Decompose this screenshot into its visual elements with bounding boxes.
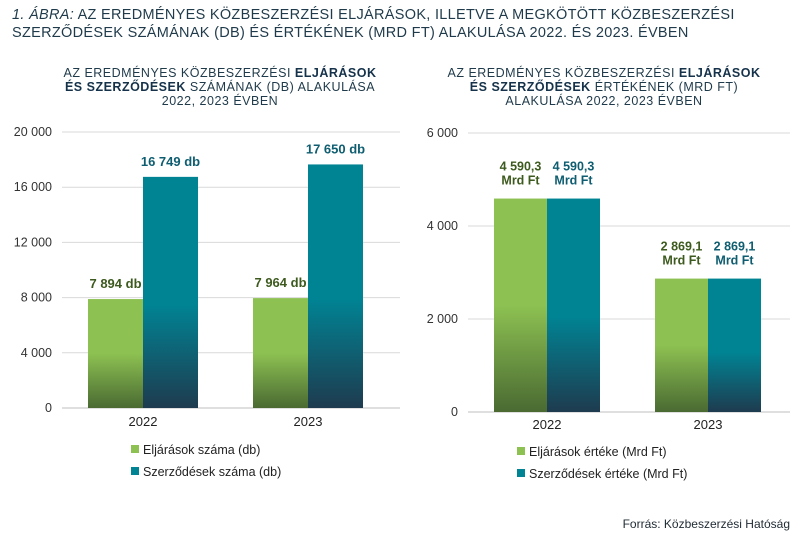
legend-label: Szerződések értéke (Mrd Ft) bbox=[529, 467, 687, 481]
y-tick-label: 8 000 bbox=[21, 291, 52, 305]
chart-title-right-pre: AZ EREDMÉNYES KÖZBESZERZÉSI bbox=[447, 66, 679, 80]
y-tick-label: 20 000 bbox=[14, 125, 52, 139]
chart-title-right: AZ EREDMÉNYES KÖZBESZERZÉSI ELJÁRÁSOK ÉS… bbox=[424, 66, 784, 108]
data-label-unit: Mrd Ft bbox=[662, 254, 701, 268]
chart-title-left-bold1: ELJÁRÁSOK bbox=[294, 66, 377, 80]
chart-title-left-line3: 2022, 2023 ÉVBEN bbox=[161, 94, 279, 108]
figure-title: 1. ÁBRA: AZ EREDMÉNYES KÖZBESZERZÉSI ELJ… bbox=[12, 6, 792, 42]
y-tick-label: 0 bbox=[45, 401, 52, 415]
data-label: 16 749 db bbox=[141, 154, 200, 169]
legend-swatch bbox=[131, 445, 139, 453]
legend-label: Szerződések száma (db) bbox=[143, 465, 281, 479]
data-label: 7 894 db bbox=[89, 276, 141, 291]
chart-title-left-bold2: ÉS SZERZŐDÉSEK bbox=[64, 80, 186, 94]
data-label: 2 869,1 bbox=[714, 240, 756, 254]
chart-title-right-bold2: ÉS SZERZŐDÉSEK bbox=[469, 80, 591, 94]
y-tick-label: 4 000 bbox=[21, 346, 52, 360]
legend-label: Eljárások száma (db) bbox=[143, 443, 260, 457]
figure-title-text: AZ EREDMÉNYES KÖZBESZERZÉSI ELJÁRÁSOK, I… bbox=[12, 7, 735, 41]
legend-label: Eljárások értéke (Mrd Ft) bbox=[529, 445, 667, 459]
bar bbox=[547, 198, 600, 412]
bar bbox=[308, 164, 363, 408]
chart-title-left-pre: AZ EREDMÉNYES KÖZBESZERZÉSI bbox=[63, 66, 295, 80]
data-label-unit: Mrd Ft bbox=[554, 174, 593, 188]
bar bbox=[143, 176, 198, 408]
x-tick-label: 2022 bbox=[533, 417, 562, 432]
x-tick-label: 2023 bbox=[694, 417, 723, 432]
chart-title-right-line3: ALAKULÁSA 2022, 2023 ÉVBEN bbox=[505, 94, 703, 108]
data-label: 4 590,3 bbox=[553, 160, 595, 174]
chart-title-right-post: ÉRTÉKÉNEK (MRD FT) bbox=[590, 80, 739, 94]
y-tick-label: 16 000 bbox=[14, 180, 52, 194]
chart-title-left-post: SZÁMÁNAK (DB) ALAKULÁSA bbox=[185, 80, 376, 94]
source-note: Forrás: Közbeszerzési Hatóság bbox=[622, 517, 790, 531]
legend-swatch bbox=[517, 469, 525, 477]
figure-number: 1. ÁBRA: bbox=[12, 7, 75, 23]
chart-left: 0 4 000 8 000 12 000 16 000 20 000 7 894 db 16 … bbox=[14, 125, 400, 479]
bar bbox=[494, 198, 547, 412]
data-label-unit: Mrd Ft bbox=[501, 174, 540, 188]
data-label: 17 650 db bbox=[306, 141, 365, 156]
y-tick-label: 6 000 bbox=[427, 126, 458, 140]
data-label-unit: Mrd Ft bbox=[715, 254, 754, 268]
legend-swatch bbox=[517, 447, 525, 455]
data-label: 7 964 db bbox=[254, 275, 306, 290]
y-tick-label: 2 000 bbox=[427, 312, 458, 326]
bar bbox=[253, 298, 308, 408]
legend-swatch bbox=[131, 467, 139, 475]
data-label: 4 590,3 bbox=[500, 160, 542, 174]
y-tick-label: 4 000 bbox=[427, 219, 458, 233]
data-label: 2 869,1 bbox=[661, 240, 703, 254]
y-tick-label: 0 bbox=[451, 405, 458, 419]
chart-title-right-bold1: ELJÁRÁSOK bbox=[678, 66, 761, 80]
bar bbox=[708, 278, 761, 412]
y-tick-label: 12 000 bbox=[14, 235, 52, 249]
x-tick-label: 2023 bbox=[294, 414, 323, 429]
bar bbox=[655, 278, 708, 412]
bar bbox=[88, 299, 143, 408]
x-tick-label: 2022 bbox=[129, 414, 158, 429]
chart-title-left: AZ EREDMÉNYES KÖZBESZERZÉSI ELJÁRÁSOK ÉS… bbox=[40, 66, 400, 108]
